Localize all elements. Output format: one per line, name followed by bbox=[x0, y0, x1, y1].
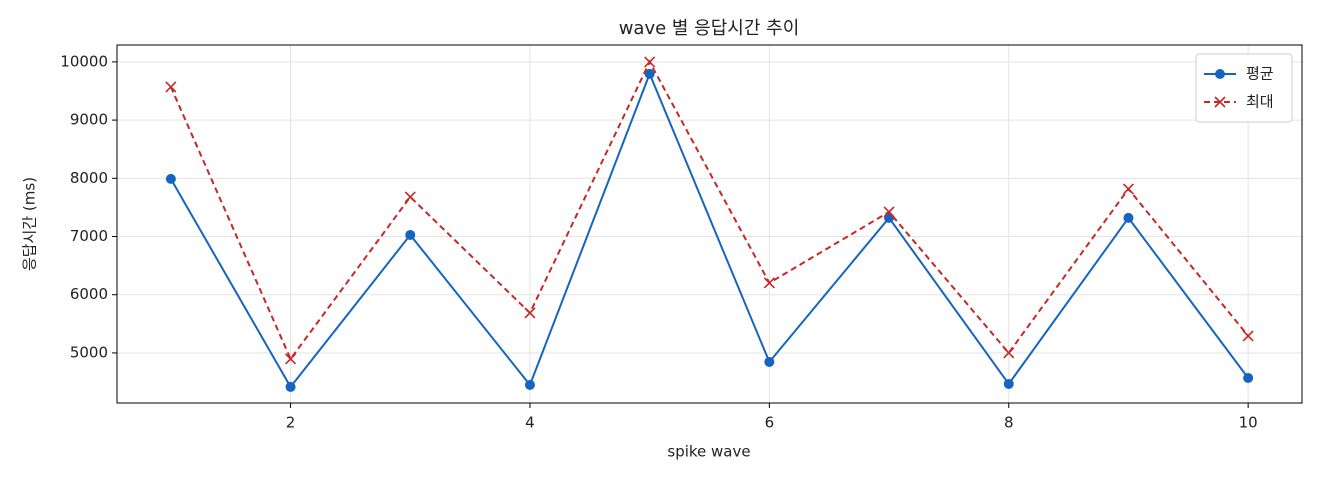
marker bbox=[1243, 372, 1254, 383]
series-line bbox=[169, 71, 1249, 389]
y-tick-label: 5000 bbox=[70, 343, 108, 361]
marker bbox=[1003, 378, 1014, 389]
legend-box bbox=[1195, 53, 1293, 123]
marker bbox=[284, 353, 297, 365]
y-tick-label: 9000 bbox=[70, 111, 108, 129]
legend-label: 평균 bbox=[1246, 65, 1274, 83]
marker bbox=[285, 381, 296, 392]
chart-title: wave 별 응답시간 추이 bbox=[619, 18, 800, 39]
y-tick-label: 7000 bbox=[70, 227, 108, 245]
x-tick-label: 4 bbox=[525, 414, 535, 432]
plot-frame bbox=[116, 44, 1303, 404]
marker bbox=[165, 81, 177, 93]
marker bbox=[165, 173, 176, 184]
legend-label: 최대 bbox=[1246, 93, 1274, 111]
marker bbox=[883, 206, 895, 218]
marker bbox=[1242, 330, 1254, 342]
marker bbox=[763, 277, 775, 289]
series-line bbox=[169, 59, 1249, 361]
y-tick-label: 6000 bbox=[70, 285, 108, 303]
marker bbox=[644, 56, 656, 68]
marker bbox=[1123, 212, 1134, 223]
x-tick-label: 2 bbox=[286, 414, 296, 432]
marker bbox=[404, 191, 416, 203]
marker bbox=[524, 379, 535, 390]
y-tick-label: 10000 bbox=[60, 52, 108, 70]
y-tick-label: 8000 bbox=[70, 169, 108, 187]
marker bbox=[1214, 96, 1226, 108]
x-tick-label: 8 bbox=[1004, 414, 1014, 432]
marker bbox=[524, 307, 536, 319]
marker bbox=[644, 68, 655, 79]
y-axis-label: 응답시간 (ms) bbox=[21, 177, 39, 271]
marker bbox=[764, 356, 775, 367]
x-axis-label: spike wave bbox=[667, 443, 750, 461]
marker bbox=[1003, 347, 1015, 359]
x-tick-label: 10 bbox=[1239, 414, 1258, 432]
x-tick-label: 6 bbox=[765, 414, 775, 432]
marker bbox=[405, 229, 416, 240]
marker bbox=[1215, 69, 1225, 79]
marker bbox=[1122, 183, 1135, 195]
